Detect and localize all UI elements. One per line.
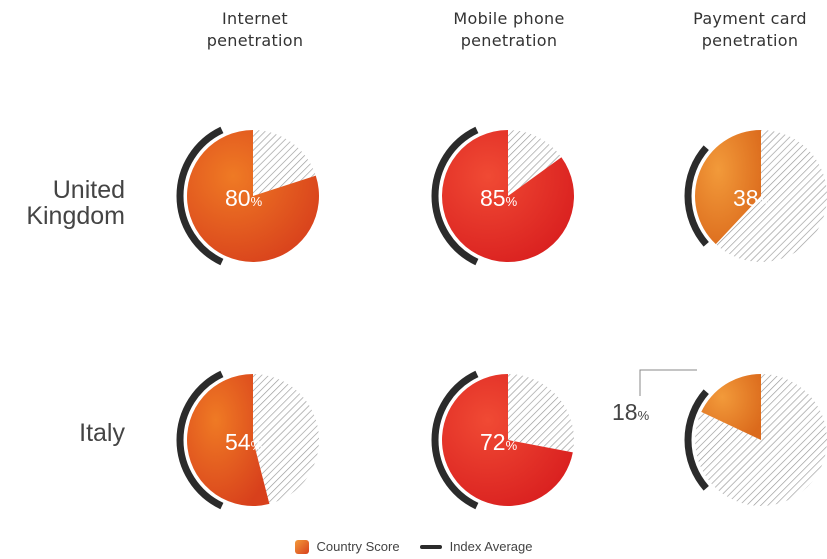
value-unit-1-2: % — [638, 408, 650, 423]
pie-0-2: 38% — [684, 130, 827, 262]
pie-1-0: 54% — [176, 370, 319, 510]
country-slice-0-1 — [442, 130, 574, 262]
country-slice-0-2 — [695, 130, 761, 245]
legend: Country Score Index Average — [0, 539, 827, 554]
row-label-italy: Italy — [79, 419, 125, 447]
legend-swatch-country — [294, 539, 309, 554]
country-slice-1-2 — [701, 374, 761, 440]
legend-line-index — [419, 544, 442, 549]
hatch-slice-1-0 — [253, 374, 319, 504]
value-unit-0-0: % — [251, 194, 263, 209]
value-unit-1-0: % — [251, 438, 263, 453]
legend-label-country: Country Score — [316, 539, 400, 554]
index-arc-0-1 — [431, 126, 479, 266]
pie-1-1: 72% — [431, 370, 574, 510]
legend-item-index: Index Average — [419, 539, 533, 554]
col-title-internet: Internet penetration — [206, 9, 304, 50]
callout-line-italy-card — [639, 369, 697, 396]
row-label-uk: United Kingdom — [26, 176, 125, 230]
hatch-slice-0-2 — [715, 130, 827, 262]
value-unit-1-1: % — [506, 438, 518, 453]
index-arc-1-0 — [176, 370, 224, 510]
index-arc-1-1 — [431, 370, 479, 510]
value-unit-0-1: % — [506, 194, 518, 209]
col-title-card: Payment card penetration — [693, 9, 807, 50]
country-slice-1-0 — [187, 374, 270, 506]
pie-1-2: 18% — [612, 369, 827, 507]
legend-label-index: Index Average — [449, 539, 533, 554]
legend-item-country: Country Score — [294, 539, 400, 554]
hatch-slice-1-1 — [508, 374, 574, 453]
index-arc-0-0 — [176, 126, 224, 266]
hatch-slice-0-1 — [508, 130, 562, 196]
index-arc-1-2 — [684, 389, 709, 491]
value-label-0-0: 80% — [225, 185, 263, 211]
col-title-mobile: Mobile phone penetration — [453, 9, 565, 50]
country-slice-0-0 — [187, 130, 319, 262]
pie-0-1: 85% — [431, 126, 574, 266]
pie-0-0: 80% — [176, 126, 319, 266]
country-slice-1-1 — [441, 374, 573, 506]
hatch-slice-0-0 — [253, 130, 316, 196]
value-label-1-2: 18% — [612, 399, 650, 425]
index-arc-0-2 — [684, 145, 709, 247]
value-unit-0-2: % — [759, 194, 771, 209]
